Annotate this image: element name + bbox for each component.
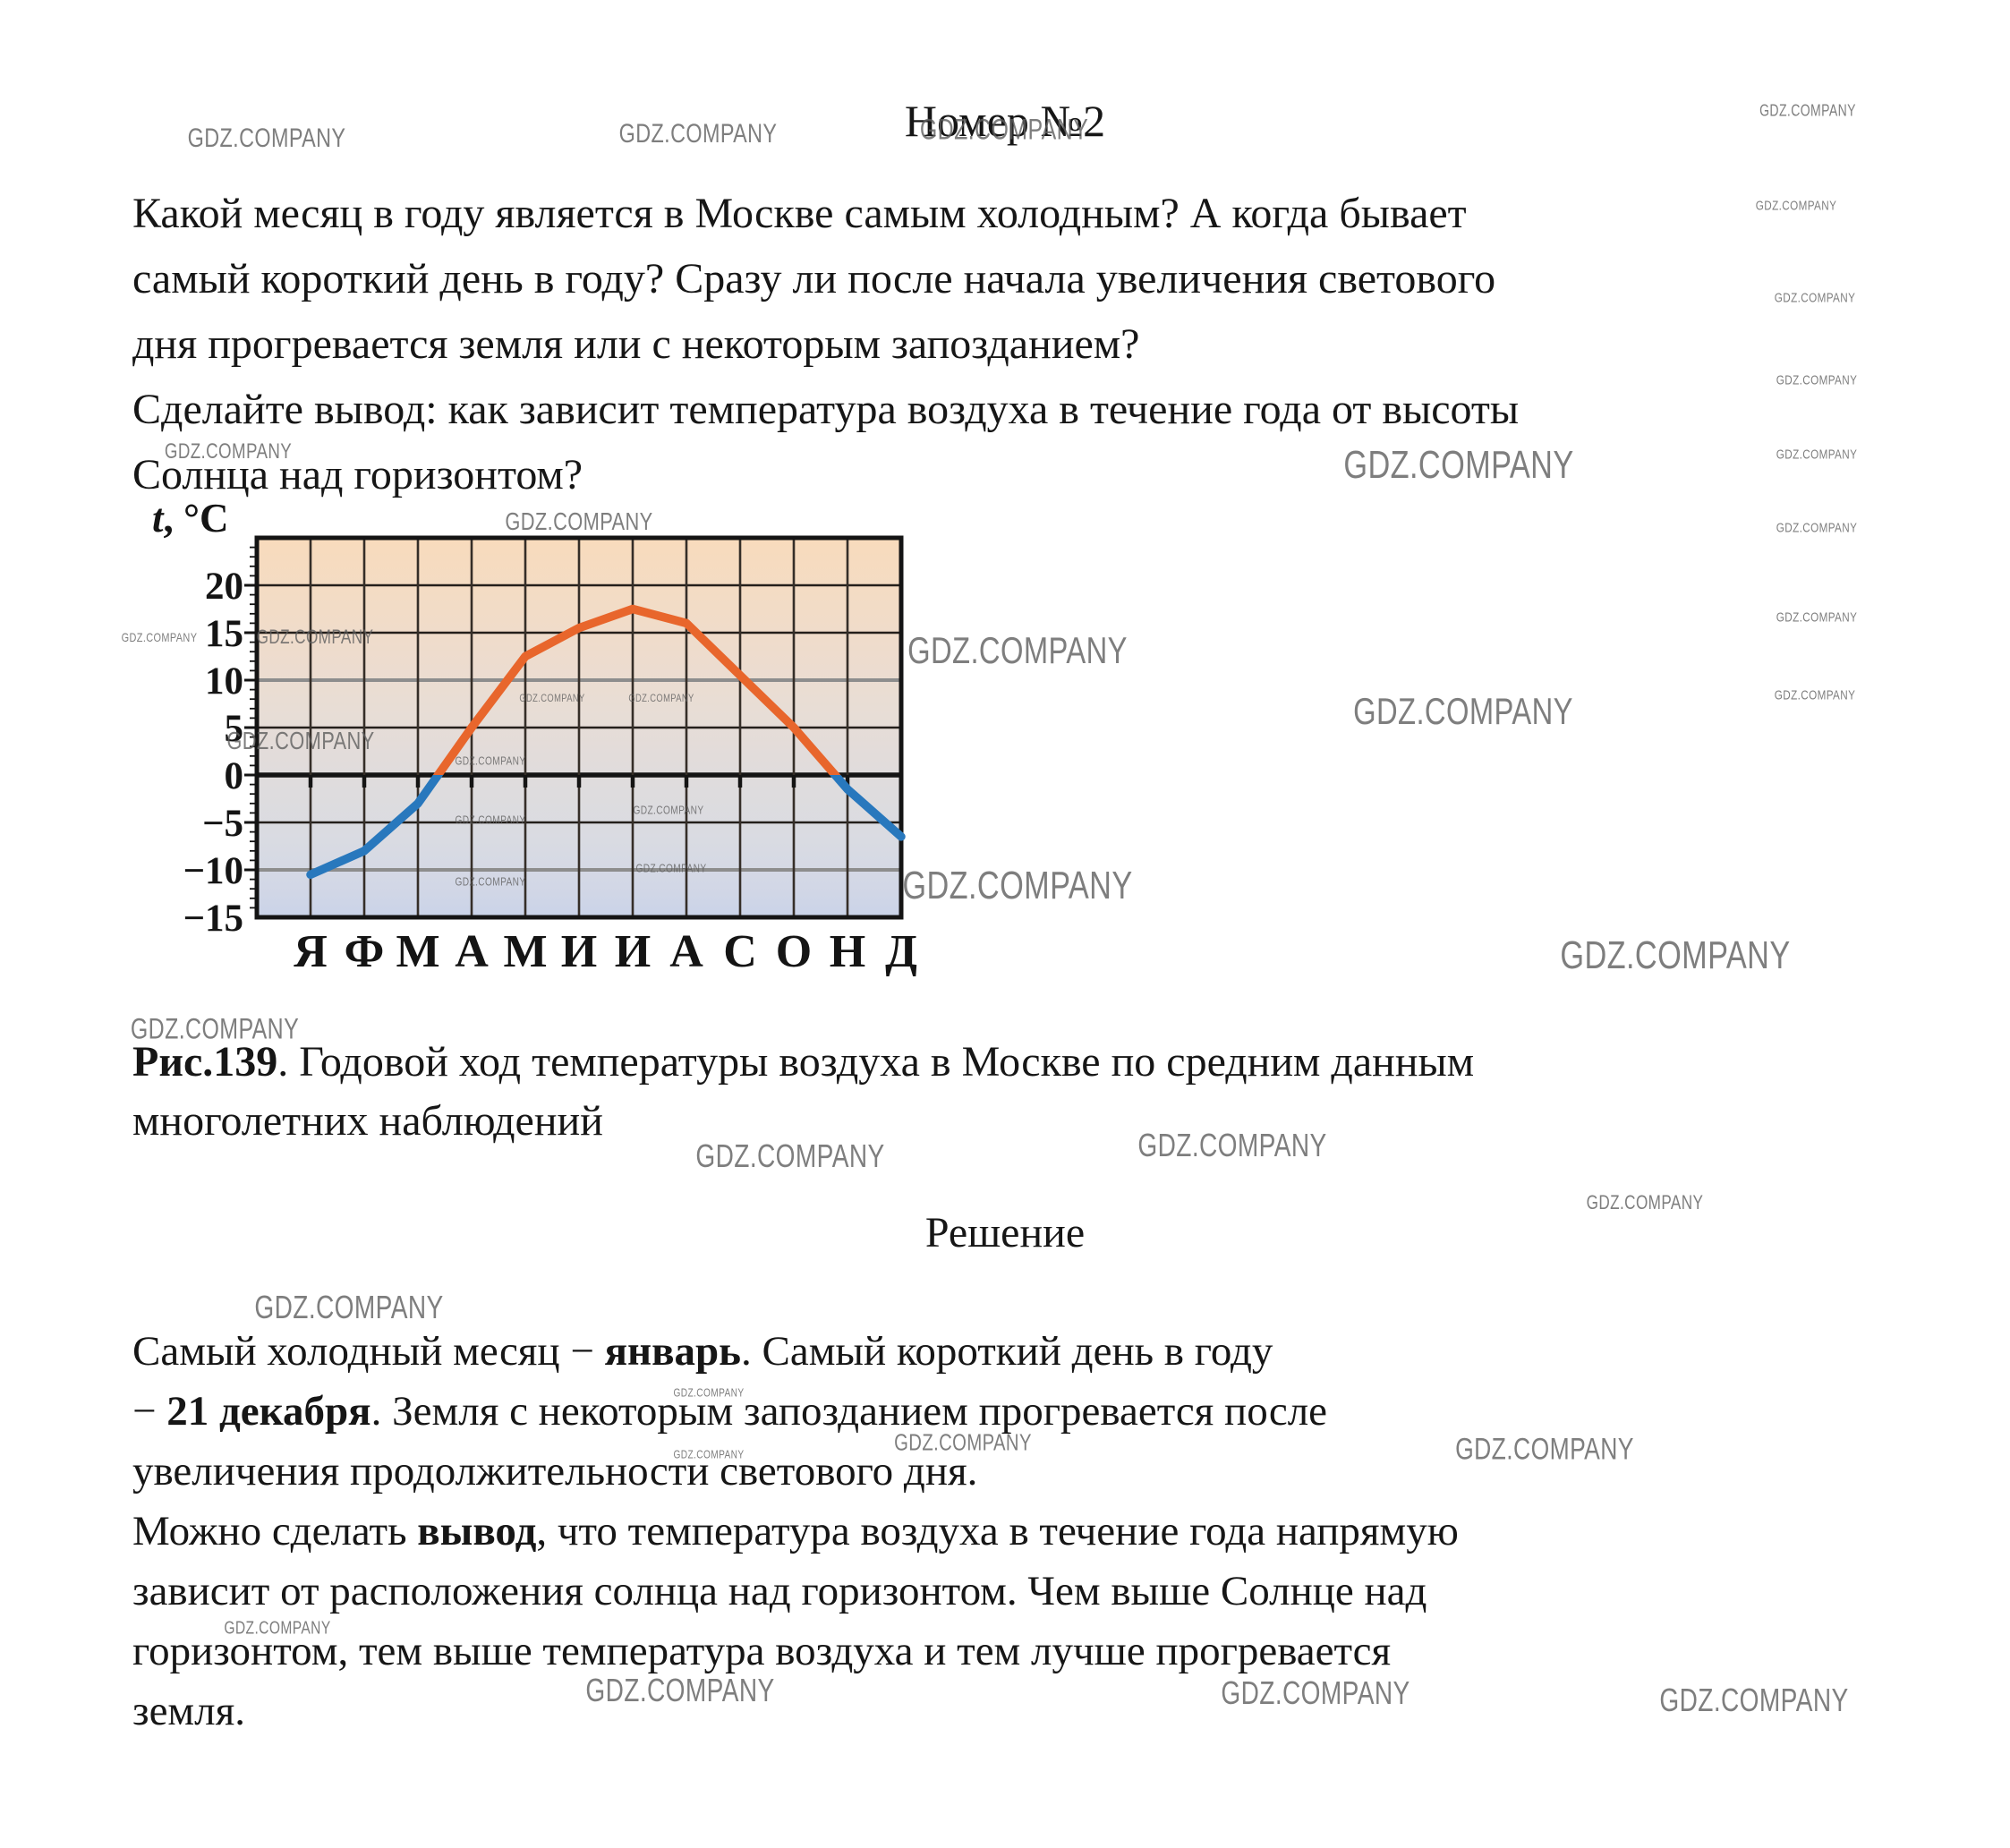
- question-text: Какой месяц в году является в Москве сам…: [132, 181, 1519, 507]
- solution-line: Можно сделать вывод, что температура воз…: [132, 1502, 1459, 1562]
- watermark: GDZ.COMPANY: [455, 874, 526, 889]
- watermark: GDZ.COMPANY: [618, 119, 778, 149]
- watermark: GDZ.COMPANY: [455, 754, 526, 768]
- svg-text:М: М: [503, 926, 547, 977]
- watermark: GDZ.COMPANY: [519, 692, 585, 704]
- watermark: GDZ.COMPANY: [187, 123, 346, 153]
- watermark: GDZ.COMPANY: [1759, 101, 1856, 120]
- figure-caption-text: . Годовой ход температуры воздуха в Моск…: [277, 1038, 1475, 1086]
- solution-line: Самый холодный месяц − январь. Самый кор…: [132, 1322, 1459, 1382]
- question-line: Солнца над горизонтом?: [132, 451, 583, 498]
- figure-caption-line2: многолетних наблюдений: [132, 1097, 603, 1145]
- svg-text:10: 10: [205, 660, 243, 703]
- svg-text:И: И: [615, 926, 651, 977]
- watermark: GDZ.COMPANY: [894, 1428, 1032, 1456]
- svg-text:20: 20: [205, 566, 243, 608]
- watermark: GDZ.COMPANY: [121, 630, 198, 644]
- watermark: GDZ.COMPANY: [1455, 1432, 1634, 1467]
- solution-bold-vyvod: вывод: [417, 1508, 537, 1554]
- solution-heading: Решение: [924, 1209, 1086, 1256]
- figure-caption-line1: Рис.139. Годовой ход температуры воздуха…: [132, 1033, 1474, 1092]
- watermark: GDZ.COMPANY: [1774, 687, 1856, 703]
- watermark: GDZ.COMPANY: [1221, 1674, 1410, 1711]
- svg-text:Я: Я: [294, 926, 328, 977]
- watermark: GDZ.COMPANY: [1137, 1127, 1327, 1163]
- watermark: GDZ.COMPANY: [673, 1385, 745, 1400]
- solution-segment: , что температура воздуха в течение года…: [536, 1508, 1459, 1554]
- watermark: GDZ.COMPANY: [1776, 372, 1858, 388]
- solution-line: − 21 декабря. Земля с некоторым запоздан…: [132, 1382, 1459, 1442]
- svg-text:А: А: [669, 926, 703, 977]
- solution-segment: . Земля с некоторым запозданием прогрева…: [370, 1388, 1328, 1435]
- solution-segment: Самый холодный месяц −: [132, 1328, 605, 1375]
- solution-bold-dec21: 21 декабря: [166, 1388, 371, 1435]
- watermark: GDZ.COMPANY: [695, 1137, 885, 1174]
- watermark: GDZ.COMPANY: [256, 626, 374, 648]
- watermark: GDZ.COMPANY: [635, 861, 707, 875]
- watermark: GDZ.COMPANY: [1776, 447, 1858, 463]
- watermark: GDZ.COMPANY: [1343, 443, 1574, 487]
- svg-text:И: И: [561, 926, 597, 977]
- solution-bold-january: январь: [604, 1328, 741, 1375]
- solution-line: земля.: [132, 1688, 245, 1734]
- solution-line: зависит от расположения солнца над гориз…: [132, 1568, 1427, 1614]
- watermark: GDZ.COMPANY: [1755, 198, 1837, 214]
- figure-caption: Рис.139. Годовой ход температуры воздуха…: [132, 1033, 1474, 1151]
- watermark: GDZ.COMPANY: [902, 864, 1133, 907]
- solution-segment: −: [132, 1388, 167, 1435]
- watermark: GDZ.COMPANY: [1776, 609, 1858, 626]
- svg-text:0: 0: [225, 755, 244, 797]
- svg-text:Ф: Ф: [345, 926, 385, 977]
- solution-segment: Можно сделать: [132, 1508, 418, 1554]
- svg-text:−5: −5: [202, 803, 243, 845]
- watermark: GDZ.COMPANY: [224, 1618, 331, 1639]
- svg-text:−15: −15: [183, 898, 243, 940]
- solution-line: увеличения продолжительности светового д…: [132, 1448, 978, 1495]
- watermark: GDZ.COMPANY: [1560, 933, 1791, 977]
- watermark: GDZ.COMPANY: [130, 1012, 300, 1045]
- question-line: самый короткий день в году? Сразу ли пос…: [132, 255, 1496, 302]
- solution-line: горизонтом, тем выше температура воздуха…: [132, 1628, 1392, 1674]
- watermark: GDZ.COMPANY: [633, 803, 704, 817]
- watermark: GDZ.COMPANY: [628, 692, 694, 704]
- watermark: GDZ.COMPANY: [907, 629, 1128, 671]
- question-line: Сделайте вывод: как зависит температура …: [132, 386, 1520, 433]
- watermark: GDZ.COMPANY: [585, 1672, 775, 1708]
- svg-text:А: А: [455, 926, 489, 977]
- watermark: GDZ.COMPANY: [455, 813, 526, 827]
- watermark: GDZ.COMPANY: [919, 113, 1089, 146]
- page-title: Номер №2: [904, 96, 1106, 146]
- solution-text: Самый холодный месяц − январь. Самый кор…: [132, 1322, 1459, 1742]
- svg-text:М: М: [396, 926, 439, 977]
- svg-text:Д: Д: [885, 926, 917, 977]
- svg-text:15: 15: [205, 613, 243, 655]
- watermark: GDZ.COMPANY: [1659, 1682, 1849, 1718]
- watermark: GDZ.COMPANY: [226, 727, 375, 754]
- watermark: GDZ.COMPANY: [1774, 290, 1856, 306]
- solution-segment: . Самый короткий день в году: [740, 1328, 1273, 1375]
- svg-text:−10: −10: [183, 850, 243, 892]
- svg-text:Н: Н: [830, 926, 865, 977]
- watermark: GDZ.COMPANY: [505, 507, 653, 535]
- watermark: GDZ.COMPANY: [1776, 520, 1858, 536]
- figure-number: Рис.139: [132, 1038, 278, 1086]
- watermark: GDZ.COMPANY: [673, 1447, 745, 1461]
- watermark: GDZ.COMPANY: [254, 1289, 444, 1325]
- question-line: Какой месяц в году является в Москве сам…: [132, 190, 1467, 237]
- question-line: дня прогревается земля или с некоторым з…: [132, 320, 1140, 368]
- svg-text:С: С: [723, 926, 757, 977]
- svg-text:О: О: [776, 926, 812, 977]
- watermark: GDZ.COMPANY: [164, 439, 293, 464]
- watermark: GDZ.COMPANY: [1586, 1191, 1704, 1214]
- watermark: GDZ.COMPANY: [1353, 690, 1573, 732]
